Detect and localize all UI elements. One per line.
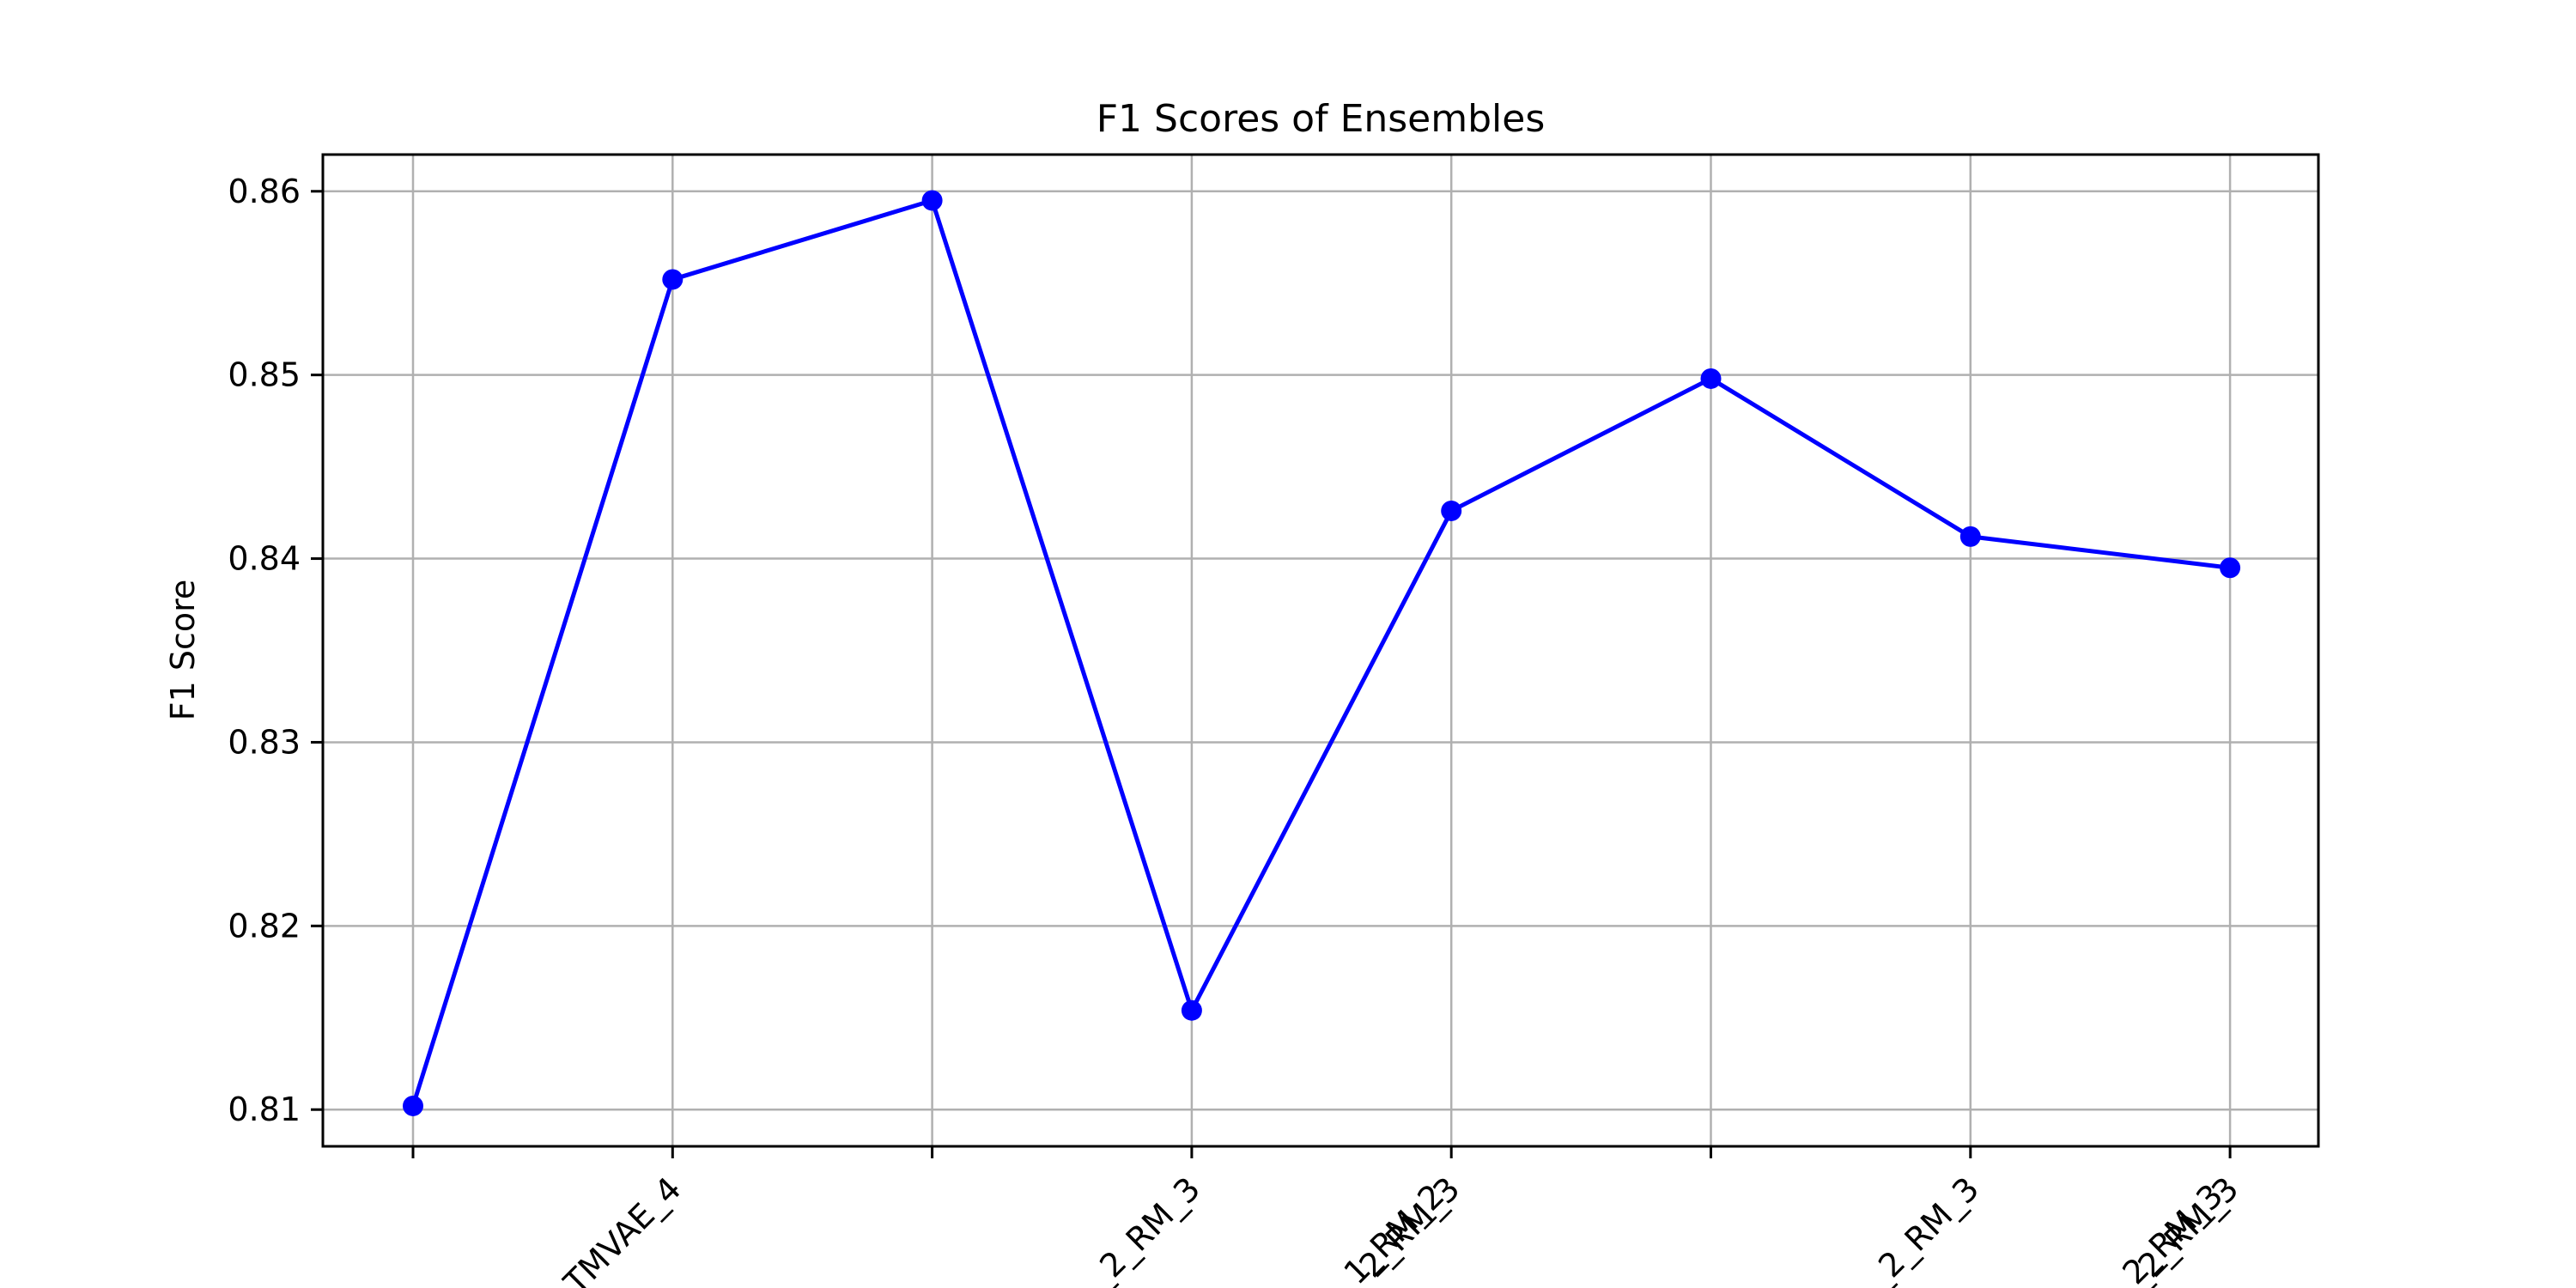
y-tick-label: 0.86	[228, 173, 301, 210]
data-point	[1181, 999, 1202, 1021]
y-tick-label: 0.81	[228, 1091, 301, 1128]
series-f1-score	[403, 190, 2241, 1116]
data-point	[403, 1095, 423, 1116]
y-tick-label: 0.83	[228, 723, 301, 761]
data-point	[1700, 368, 1722, 389]
grid	[323, 155, 2318, 1146]
data-point	[662, 269, 683, 290]
y-tick-label: 0.82	[228, 907, 301, 945]
plot-frame	[321, 153, 2320, 1148]
series-line	[410, 197, 2231, 1107]
y-axis-label: F1 Score	[164, 580, 202, 721]
chart-title: F1 Scores of Ensembles	[1097, 97, 1546, 141]
data-point	[1441, 500, 1462, 521]
y-tick-label: 0.84	[228, 540, 301, 578]
y-tick-label: 0.85	[228, 356, 301, 394]
data-point	[1959, 526, 1981, 547]
data-point	[2220, 557, 2241, 579]
data-point	[921, 190, 943, 211]
